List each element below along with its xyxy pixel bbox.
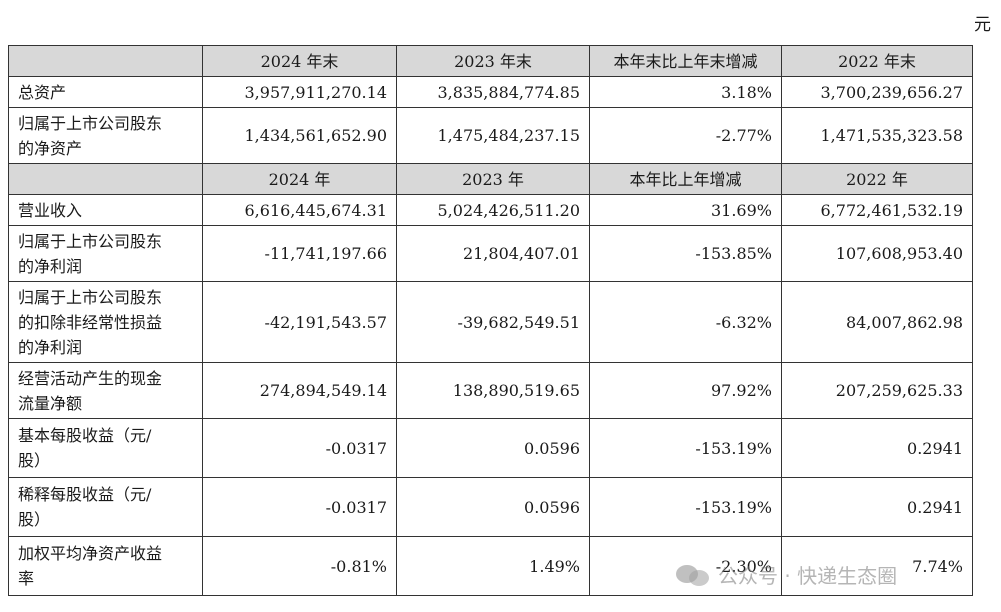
value-cell: -0.0317 <box>202 418 397 478</box>
value-cell: 31.69% <box>589 194 782 226</box>
row-label-line: 的净利润 <box>18 256 83 276</box>
value-cell: 97.92% <box>589 362 782 419</box>
value-cell: 7.74% <box>781 536 973 596</box>
header-row-year: 2024 年 2023 年 本年比上年增减 2022 年 <box>8 163 973 195</box>
value-cell: -0.81% <box>202 536 397 596</box>
row-label-line: 归属于上市公司股东 <box>18 113 163 133</box>
value-cell: 1,471,535,323.58 <box>781 107 973 164</box>
value-cell: 1,475,484,237.15 <box>396 107 590 164</box>
table-row-operating-cash-flow: 经营活动产生的现金 流量净额 274,894,549.14 138,890,519… <box>8 362 973 419</box>
value-cell: 1,434,561,652.90 <box>202 107 397 164</box>
header-row-year-end: 2024 年末 2023 年末 本年末比上年末增减 2022 年末 <box>8 45 973 77</box>
value-cell: 3,835,884,774.85 <box>396 76 590 108</box>
table-row-basic-eps: 基本每股收益（元/股） -0.0317 0.0596 -153.19% 0.29… <box>8 418 973 478</box>
row-label-line: 率 <box>18 569 35 588</box>
value-cell: -39,682,549.51 <box>396 281 590 363</box>
header-cell: 2024 年 <box>202 163 397 195</box>
row-label-line: 股） <box>18 451 51 470</box>
value-cell: -153.85% <box>589 225 782 282</box>
table-row-deducted-net-profit: 归属于上市公司股东 的扣除非经常性损益 的净利润 -42,191,543.57 -3… <box>8 281 973 363</box>
row-label-line: 稀释每股收益（元/ <box>18 485 152 504</box>
row-label-line: 流量净额 <box>18 393 83 413</box>
row-label-line: 加权平均净资产收益 <box>18 544 163 563</box>
header-cell <box>8 163 203 195</box>
row-label-line: 的净资产 <box>18 138 83 158</box>
value-cell: 84,007,862.98 <box>781 281 973 363</box>
value-cell: 21,804,407.01 <box>396 225 590 282</box>
table-row-revenue: 营业收入 6,616,445,674.31 5,024,426,511.20 3… <box>8 194 973 226</box>
value-cell: 1.49% <box>396 536 590 596</box>
header-cell: 本年比上年增减 <box>589 163 782 195</box>
value-cell: 6,616,445,674.31 <box>202 194 397 226</box>
table-row-diluted-eps: 稀释每股收益（元/股） -0.0317 0.0596 -153.19% 0.29… <box>8 477 973 537</box>
value-cell: 0.2941 <box>781 418 973 478</box>
value-cell: -42,191,543.57 <box>202 281 397 363</box>
value-cell: 107,608,953.40 <box>781 225 973 282</box>
value-cell: -153.19% <box>589 477 782 537</box>
row-label-line: 的扣除非经常性损益 <box>18 312 163 332</box>
row-label: 经营活动产生的现金 流量净额 <box>8 362 203 419</box>
row-label: 归属于上市公司股东 的净利润 <box>8 225 203 282</box>
row-label-line: 归属于上市公司股东 <box>18 287 163 307</box>
row-label-line: 总资产 <box>18 82 67 102</box>
value-cell: 0.0596 <box>396 477 590 537</box>
value-cell: 0.2941 <box>781 477 973 537</box>
value-cell: 3.18% <box>589 76 782 108</box>
row-label: 营业收入 <box>8 194 203 226</box>
header-cell <box>8 45 203 77</box>
table-row-net-profit: 归属于上市公司股东 的净利润 -11,741,197.66 21,804,407.… <box>8 225 973 282</box>
value-cell: 138,890,519.65 <box>396 362 590 419</box>
row-label: 加权平均净资产收益率 <box>8 536 203 596</box>
table-row-total-assets: 总资产 3,957,911,270.14 3,835,884,774.85 3.… <box>8 76 973 108</box>
financial-data-table: 2024 年末 2023 年末 本年末比上年末增减 2022 年末 总资产 3,… <box>8 45 973 596</box>
header-cell: 2022 年末 <box>781 45 973 77</box>
row-label-line: 股） <box>18 510 51 529</box>
table-row-net-assets: 归属于上市公司股东 的净资产 1,434,561,652.90 1,475,484… <box>8 107 973 164</box>
row-label: 总资产 <box>8 76 203 108</box>
value-cell: -6.32% <box>589 281 782 363</box>
row-label-line: 营业收入 <box>18 200 83 220</box>
header-cell: 2023 年 <box>396 163 590 195</box>
value-cell: -11,741,197.66 <box>202 225 397 282</box>
header-cell: 本年末比上年末增减 <box>589 45 782 77</box>
value-cell: -0.0317 <box>202 477 397 537</box>
value-cell: 5,024,426,511.20 <box>396 194 590 226</box>
row-label: 稀释每股收益（元/股） <box>8 477 203 537</box>
value-cell: 3,700,239,656.27 <box>781 76 973 108</box>
value-cell: 3,957,911,270.14 <box>202 76 397 108</box>
header-cell: 2023 年末 <box>396 45 590 77</box>
value-cell: -2.30% <box>589 536 782 596</box>
value-cell: -153.19% <box>589 418 782 478</box>
unit-label: 元 <box>974 15 991 35</box>
row-label-line: 归属于上市公司股东 <box>18 231 163 251</box>
row-label: 归属于上市公司股东 的净资产 <box>8 107 203 164</box>
row-label: 基本每股收益（元/股） <box>8 418 203 478</box>
value-cell: 274,894,549.14 <box>202 362 397 419</box>
value-cell: 207,259,625.33 <box>781 362 973 419</box>
row-label-line: 基本每股收益（元/ <box>18 426 152 445</box>
row-label-line: 的净利润 <box>18 337 83 357</box>
value-cell: -2.77% <box>589 107 782 164</box>
table-row-weighted-roe: 加权平均净资产收益率 -0.81% 1.49% -2.30% 7.74% <box>8 536 973 596</box>
value-cell: 0.0596 <box>396 418 590 478</box>
value-cell: 6,772,461,532.19 <box>781 194 973 226</box>
header-cell: 2024 年末 <box>202 45 397 77</box>
header-cell: 2022 年 <box>781 163 973 195</box>
row-label: 归属于上市公司股东 的扣除非经常性损益 的净利润 <box>8 281 203 363</box>
row-label-line: 经营活动产生的现金 <box>18 368 163 388</box>
